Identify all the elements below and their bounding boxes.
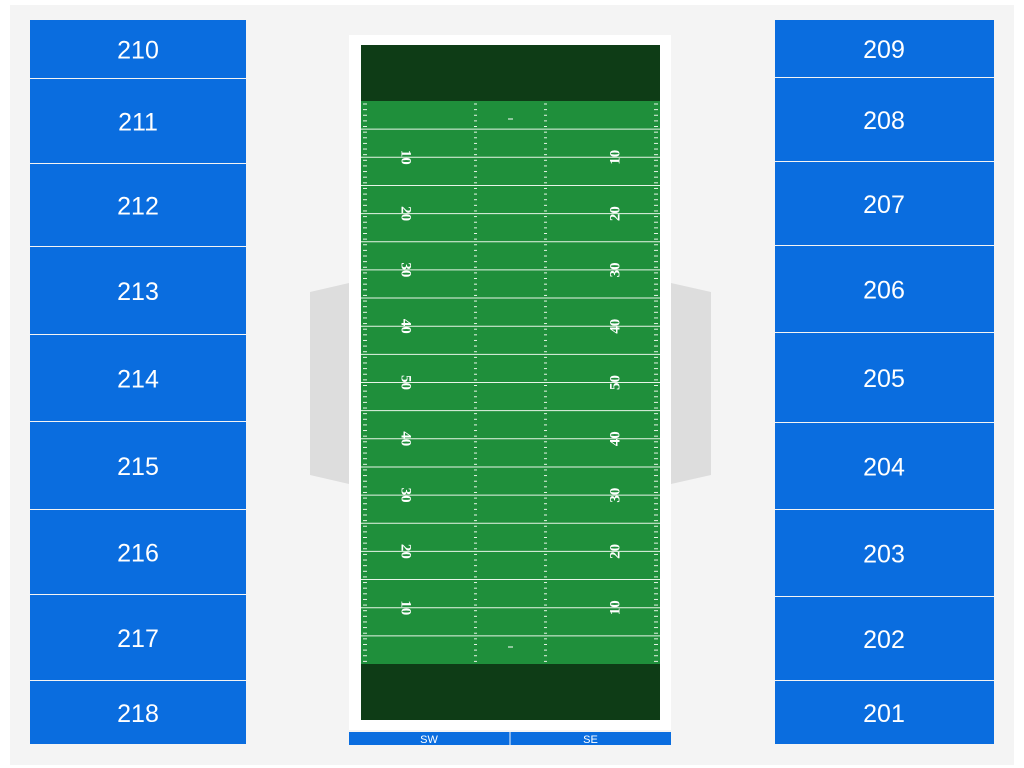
wing-right: [671, 283, 711, 484]
section-label[interactable]: 209: [863, 36, 905, 64]
section-label[interactable]: 218: [117, 700, 159, 728]
yard-number: 20: [607, 206, 623, 221]
section-block[interactable]: [775, 333, 994, 422]
section[interactable]: 207: [775, 162, 994, 245]
bottom-section[interactable]: [510, 732, 672, 745]
section-label[interactable]: 214: [117, 366, 159, 394]
wing-left: [310, 283, 349, 484]
bottom-section-label[interactable]: SW: [420, 734, 438, 746]
yard-number: 30: [607, 488, 623, 503]
section[interactable]: 209: [775, 20, 994, 77]
section-block[interactable]: [775, 423, 994, 509]
section[interactable]: 212: [30, 164, 246, 246]
yard-number: 20: [607, 544, 623, 559]
section-block[interactable]: [30, 335, 246, 421]
section[interactable]: 206: [775, 246, 994, 332]
yard-number: 40: [607, 431, 623, 446]
section-label[interactable]: 202: [863, 626, 905, 654]
yard-lines: [361, 103, 660, 662]
section-label[interactable]: 212: [117, 193, 159, 221]
section[interactable]: 217: [30, 595, 246, 680]
section-block[interactable]: [30, 20, 246, 78]
section-label[interactable]: 206: [863, 277, 905, 305]
section-label[interactable]: 207: [863, 191, 905, 219]
yard-number: 10: [607, 600, 623, 615]
section[interactable]: 202: [775, 597, 994, 680]
section-block[interactable]: [30, 681, 246, 744]
yard-number: 40: [607, 319, 623, 334]
yard-number: 40: [398, 431, 414, 446]
section-block[interactable]: [775, 20, 994, 77]
section-block[interactable]: [775, 510, 994, 596]
yard-number: 30: [398, 262, 414, 277]
section-block[interactable]: [30, 79, 246, 163]
section-block[interactable]: [30, 422, 246, 509]
bottom-sections: SW SE: [349, 732, 671, 746]
yard-number: 50: [607, 375, 623, 390]
yard-number: 30: [607, 262, 623, 277]
end-zone: [361, 45, 660, 101]
section-block[interactable]: [775, 681, 994, 744]
section-label[interactable]: 213: [117, 278, 159, 306]
section[interactable]: 213: [30, 247, 246, 334]
section[interactable]: 204: [775, 423, 994, 509]
bottom-section[interactable]: [349, 732, 510, 745]
section-block[interactable]: [775, 246, 994, 332]
yard-number: 30: [398, 488, 414, 503]
section[interactable]: 211: [30, 79, 246, 163]
section-label[interactable]: 204: [863, 454, 905, 482]
section[interactable]: 201: [775, 681, 994, 744]
section-block[interactable]: [30, 595, 246, 680]
section-label[interactable]: 208: [863, 107, 905, 135]
section[interactable]: 214: [30, 335, 246, 421]
section-block[interactable]: [30, 164, 246, 246]
section-block[interactable]: [30, 510, 246, 594]
section-label[interactable]: 201: [863, 700, 905, 728]
section[interactable]: 208: [775, 78, 994, 161]
yard-number: 20: [398, 206, 414, 221]
section-label[interactable]: 217: [117, 625, 159, 653]
section[interactable]: 218: [30, 681, 246, 744]
section[interactable]: 215: [30, 422, 246, 509]
section-label[interactable]: 216: [117, 540, 159, 568]
yard-numbers: 10 10 20 20 30 30 40 40 50 50 40 40 30 30 20 20 10 10: [398, 150, 624, 615]
end-zone: [361, 664, 660, 720]
yard-number: 40: [398, 319, 414, 334]
yard-number: 50: [398, 375, 414, 390]
yard-number: 10: [607, 150, 623, 165]
sections: 210 211 212 213 214 215 216 217 218 209 208 207 206 2…: [30, 20, 994, 744]
section-block[interactable]: [775, 597, 994, 680]
section-block[interactable]: [30, 247, 246, 334]
section-label[interactable]: 203: [863, 541, 905, 569]
section-label[interactable]: 215: [117, 453, 159, 481]
yard-number: 10: [398, 600, 414, 615]
section[interactable]: 210: [30, 20, 246, 78]
section-block[interactable]: [775, 162, 994, 245]
section-label[interactable]: 210: [117, 37, 159, 65]
section[interactable]: 216: [30, 510, 246, 594]
section[interactable]: 203: [775, 510, 994, 596]
section-block[interactable]: [775, 78, 994, 161]
section-label[interactable]: 211: [118, 109, 158, 137]
section[interactable]: 205: [775, 333, 994, 422]
bottom-section-label[interactable]: SE: [583, 734, 598, 746]
yard-number: 20: [398, 544, 414, 559]
section-label[interactable]: 205: [863, 365, 905, 393]
yard-number: 10: [398, 150, 414, 165]
